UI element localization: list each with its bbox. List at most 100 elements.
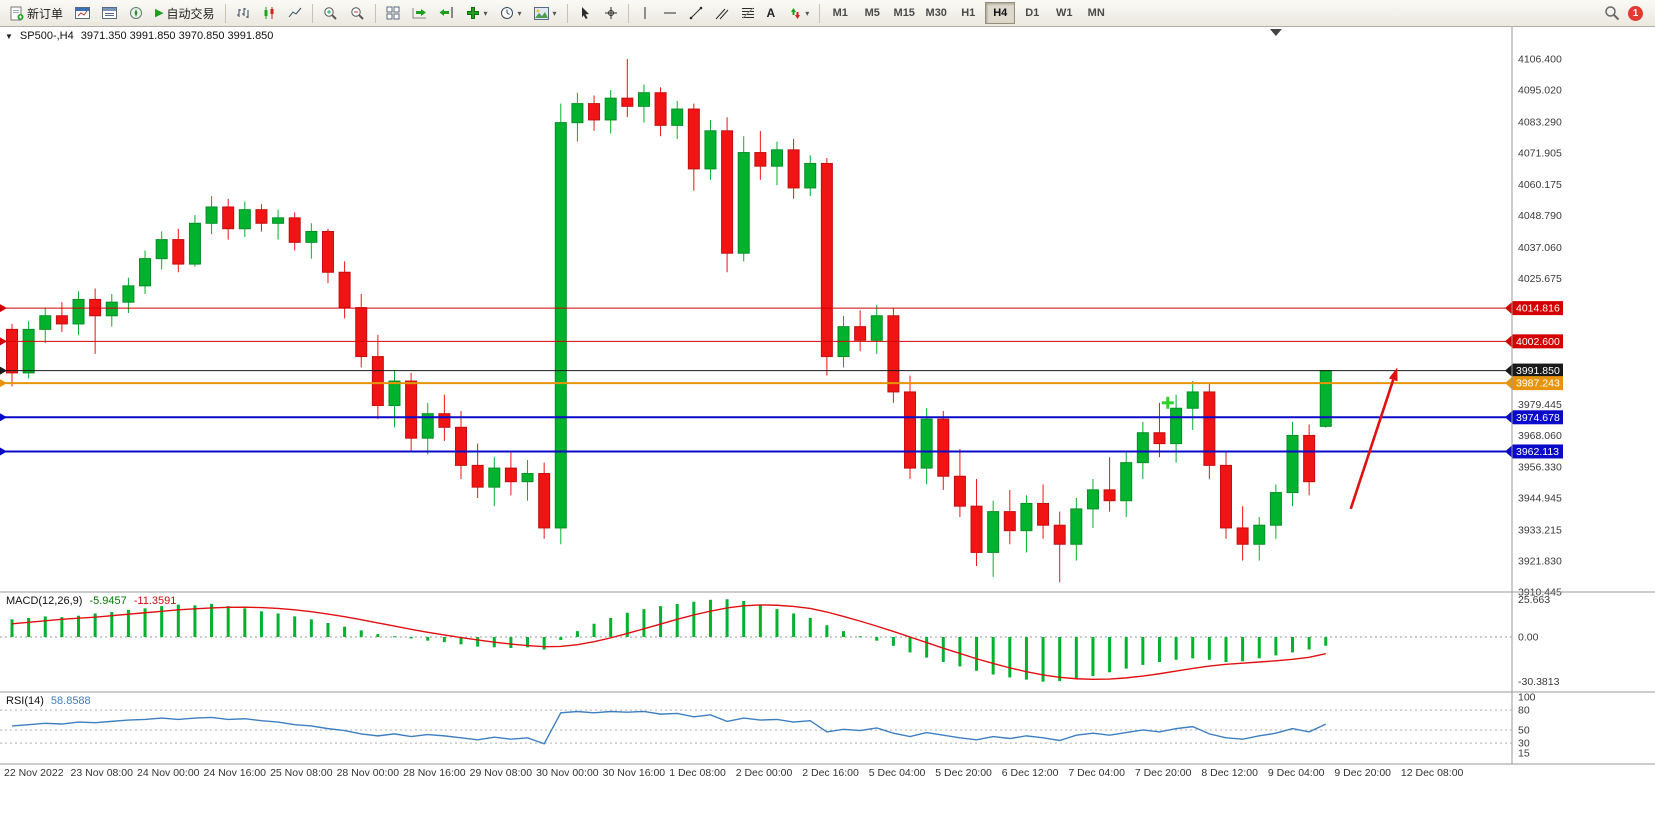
auto-scroll-button[interactable] (407, 2, 432, 24)
line-chart-icon (288, 7, 301, 18)
candle-up (1020, 502, 1033, 532)
price-tag-arrow (1505, 363, 1513, 378)
candlestick-chart-button[interactable] (257, 2, 281, 24)
candle-up (272, 217, 285, 224)
vertical-line-tool-button[interactable] (634, 2, 656, 24)
time-axis-label: 7 Dec 20:00 (1135, 767, 1192, 779)
macd-histogram-bar (675, 603, 679, 637)
line-chart-button[interactable] (283, 2, 307, 24)
candle-down (1303, 434, 1316, 483)
toolbar-separator (819, 3, 821, 23)
candle-down (471, 464, 484, 488)
price-tag (1513, 376, 1563, 391)
price-tag (1513, 363, 1563, 378)
macd-histogram-bar (376, 634, 380, 637)
time-axis[interactable] (0, 764, 1512, 780)
timeframe-m30[interactable]: M30 (925, 7, 947, 19)
candle-up (72, 298, 85, 325)
bar-chart-button[interactable] (231, 2, 255, 24)
chart-shift-button[interactable] (434, 2, 459, 24)
notification-badge[interactable]: 1 (1628, 5, 1643, 21)
macd-histogram-bar (575, 631, 579, 637)
chart-shift-marker[interactable] (1269, 29, 1282, 36)
time-axis-label: 25 Nov 08:00 (270, 767, 333, 779)
timeframe-w1[interactable]: W1 (1055, 7, 1073, 19)
timeframe-h1[interactable]: H1 (961, 7, 976, 19)
template-icon (533, 6, 549, 20)
equidistant-channel-icon (715, 8, 728, 20)
templates-button[interactable]: ▾ (529, 2, 562, 24)
price-tag-arrow (1505, 410, 1513, 425)
timeframe-m15[interactable]: M15 (893, 7, 915, 19)
macd-histogram-bar (309, 619, 313, 637)
macd-histogram-bar (825, 625, 829, 637)
macd-histogram-bar (326, 623, 330, 637)
candle-up (671, 108, 684, 126)
new-order-button[interactable]: 新订单 (5, 2, 68, 24)
text-tool-button[interactable]: A (762, 2, 781, 24)
timeframe-m1[interactable]: M1 (832, 7, 848, 19)
time-axis-label: 2 Dec 16:00 (802, 767, 859, 779)
macd-histogram-bar (1091, 637, 1095, 676)
price-axis[interactable] (1512, 27, 1655, 764)
time-axis-label: 23 Nov 08:00 (71, 767, 134, 779)
macd-histogram-bar (792, 613, 796, 637)
one-click-trading-toggle[interactable]: ▼ (5, 31, 13, 41)
toolbar: 新订单 ▶ 自动交易 (0, 0, 1655, 27)
candle-up (139, 258, 152, 287)
candle-down (687, 108, 700, 170)
macd-histogram-bar (526, 637, 530, 648)
price-axis-label: 3921.830 (1518, 556, 1562, 568)
zoom-in-button[interactable] (318, 2, 343, 24)
horizontal-line-tool-button[interactable] (658, 2, 682, 24)
macd-histogram-bar (1207, 637, 1211, 660)
macd-histogram-bar (426, 637, 430, 641)
fibonacci-tool-button[interactable] (736, 2, 760, 24)
macd-histogram-bar (609, 617, 613, 637)
macd-histogram-bar (842, 631, 845, 637)
data-window-button[interactable] (97, 2, 122, 24)
market-watch-button[interactable] (70, 2, 95, 24)
tile-windows-button[interactable] (381, 2, 405, 24)
time-axis-label: 7 Dec 04:00 (1068, 767, 1125, 779)
macd-histogram-bar (1324, 637, 1328, 646)
indicators-button[interactable]: ▾ (461, 2, 493, 24)
candle-down (538, 473, 551, 529)
navigator-button[interactable] (124, 2, 148, 24)
price-tag-label: 4014.816 (1516, 303, 1560, 315)
macd-histogram-bar (1024, 637, 1028, 680)
toolbar-separator (224, 3, 226, 23)
macd-histogram-bar (110, 612, 114, 637)
arrows-tool-button[interactable]: ▾ (782, 2, 814, 24)
toolbar-separator (566, 3, 568, 23)
channel-tool-button[interactable] (710, 2, 734, 24)
macd-histogram-bar (276, 613, 280, 637)
trendline-tool-button[interactable] (684, 2, 708, 24)
trend-arrow-object[interactable] (1349, 379, 1395, 510)
chart-shift-icon (439, 7, 453, 18)
macd-axis-label: -30.3813 (1518, 676, 1560, 688)
timeframe-mn[interactable]: MN (1087, 7, 1105, 19)
autotrading-button[interactable]: ▶ 自动交易 (150, 2, 219, 24)
timeframe-d1[interactable]: D1 (1025, 7, 1040, 19)
periods-button[interactable]: ▾ (495, 2, 527, 24)
line-left-marker (0, 447, 7, 456)
search-icon (1605, 6, 1620, 21)
time-axis-label: 5 Dec 20:00 (935, 767, 992, 779)
chart-area[interactable]: 4014.816 4002.600 3991.8503987.243 3974.678… (0, 27, 1655, 827)
search-button[interactable] (1599, 2, 1625, 24)
horizontal-line-icon (663, 12, 676, 14)
candle-up (22, 328, 35, 374)
candle-down (371, 356, 384, 407)
candle-up (554, 122, 567, 529)
timeframe-h4[interactable]: H4 (985, 2, 1016, 24)
zoom-out-button[interactable] (345, 2, 370, 24)
cursor-tool-button[interactable] (573, 2, 597, 24)
price-tag-arrow (1505, 334, 1513, 349)
crosshair-tool-button[interactable] (599, 2, 623, 24)
candle-down (937, 418, 950, 477)
macd-axis-label: 25.663 (1518, 594, 1550, 606)
chart-canvas[interactable]: 4014.816 4002.600 3991.8503987.243 3974.678… (0, 27, 1655, 827)
timeframe-m5[interactable]: M5 (864, 7, 880, 19)
autotrading-label: 自动交易 (166, 6, 215, 21)
